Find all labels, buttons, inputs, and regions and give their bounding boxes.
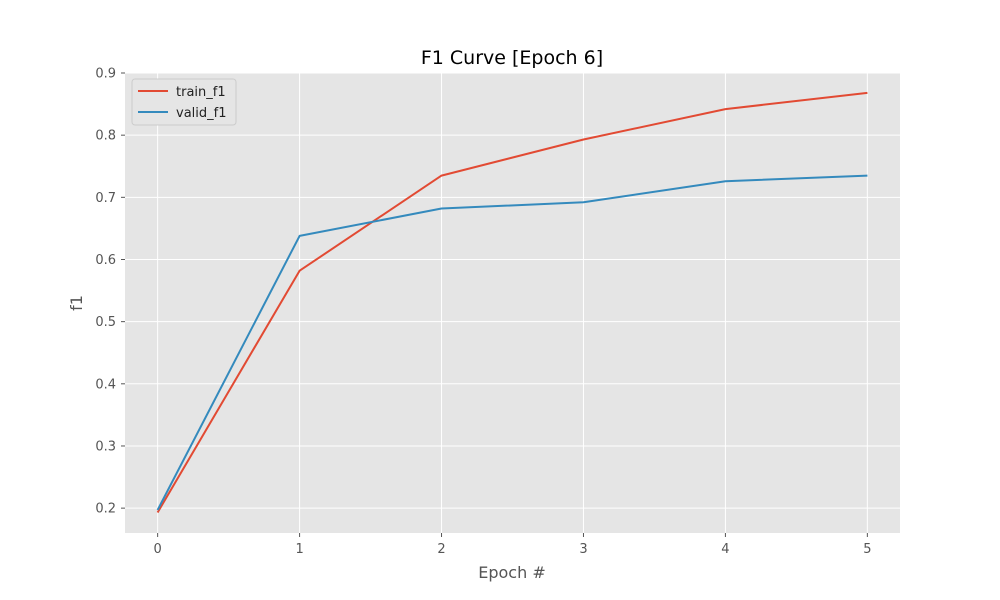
x-tick-label: 0	[154, 542, 162, 557]
legend: train_f1 valid_f1	[131, 78, 237, 126]
series-line-train-f1	[156, 91, 868, 514]
y-tick-label: 0.8	[95, 129, 116, 144]
y-tick-label: 0.4	[95, 377, 116, 392]
grid-lines	[125, 72, 900, 533]
x-tick-label: 2	[437, 542, 445, 557]
y-tick-label: 0.9	[95, 67, 116, 82]
y-tick-label: 0.3	[95, 439, 116, 454]
x-tick-label: 4	[721, 542, 729, 557]
y-tick-label: 0.7	[95, 191, 116, 206]
y-tick-label: 0.6	[95, 253, 116, 268]
y-tick-labels: 0.2 0.3 0.4 0.5 0.6 0.7 0.8 0.9	[95, 67, 125, 517]
x-tick-label: 5	[863, 542, 871, 557]
series-lines	[156, 91, 868, 514]
y-tick-label: 0.2	[95, 502, 116, 517]
x-axis-label: Epoch #	[478, 563, 545, 582]
x-tick-label: 3	[579, 542, 587, 557]
legend-label-valid-f1: valid_f1	[176, 106, 226, 121]
y-tick-label: 0.5	[95, 315, 116, 330]
y-axis-label: f1	[67, 295, 86, 311]
x-tick-labels: 0 1 2 3 4 5	[154, 533, 871, 557]
x-tick-label: 1	[295, 542, 303, 557]
chart-title: F1 Curve [Epoch 6]	[421, 47, 603, 69]
plot-area	[125, 73, 900, 533]
series-line-valid-f1	[156, 174, 868, 511]
legend-label-train-f1: train_f1	[176, 85, 226, 100]
